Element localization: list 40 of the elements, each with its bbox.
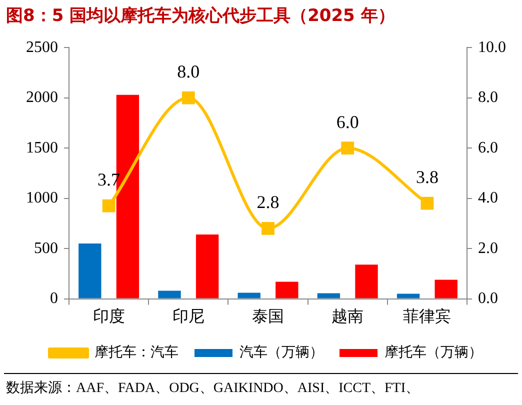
y-tick-label: 500 [34,240,58,257]
bar [396,294,420,298]
x-tick-label: 印尼 [172,308,204,326]
bar [355,264,378,298]
y2-tick-label: 4.0 [478,190,498,207]
y-tick-label: 1000 [26,190,58,207]
bar [78,244,102,298]
y-tick-label: 1500 [26,139,58,156]
point [102,199,116,212]
y2-tick-label: 8.0 [478,89,498,106]
y-tick-label: 2000 [26,89,58,106]
legend-label: 摩托车（万辆） [384,344,482,361]
bar [196,234,219,298]
x-tick-label: 越南 [332,308,364,326]
x-tick-label: 泰国 [252,308,284,326]
data-label: 8.0 [177,62,200,82]
data-label: 6.0 [336,112,359,132]
bar [158,290,181,298]
point [182,91,195,104]
y2-tick-label: 10.0 [478,38,506,56]
point [262,222,274,235]
source-note: 数据来源：AAF、FADA、ODG、GAIKINDO、AISI、ICCT、FTI、 [6,380,420,397]
point [341,142,354,155]
x-tick-label: 印度 [92,308,125,326]
point [420,196,434,210]
y2-tick-label: 6.0 [478,139,498,156]
data-label: 3.8 [416,167,438,188]
data-label: 2.8 [256,192,280,212]
y-tick-label: 2500 [26,38,58,56]
y-tick-label: 0 [50,290,58,308]
bar [434,280,458,298]
bar [238,292,260,298]
legend-label: 汽车（万辆） [240,344,324,361]
bar [276,282,298,298]
legend-label: 摩托车：汽车 [94,344,178,361]
y2-tick-label: 2.0 [478,240,498,257]
bar [317,293,340,298]
chart-title: 图8：5 国均以摩托车为核心代步工具（2025 年） [6,5,395,27]
x-tick-label: 菲律宾 [403,308,452,326]
y2-tick-label: 0.0 [478,290,498,308]
